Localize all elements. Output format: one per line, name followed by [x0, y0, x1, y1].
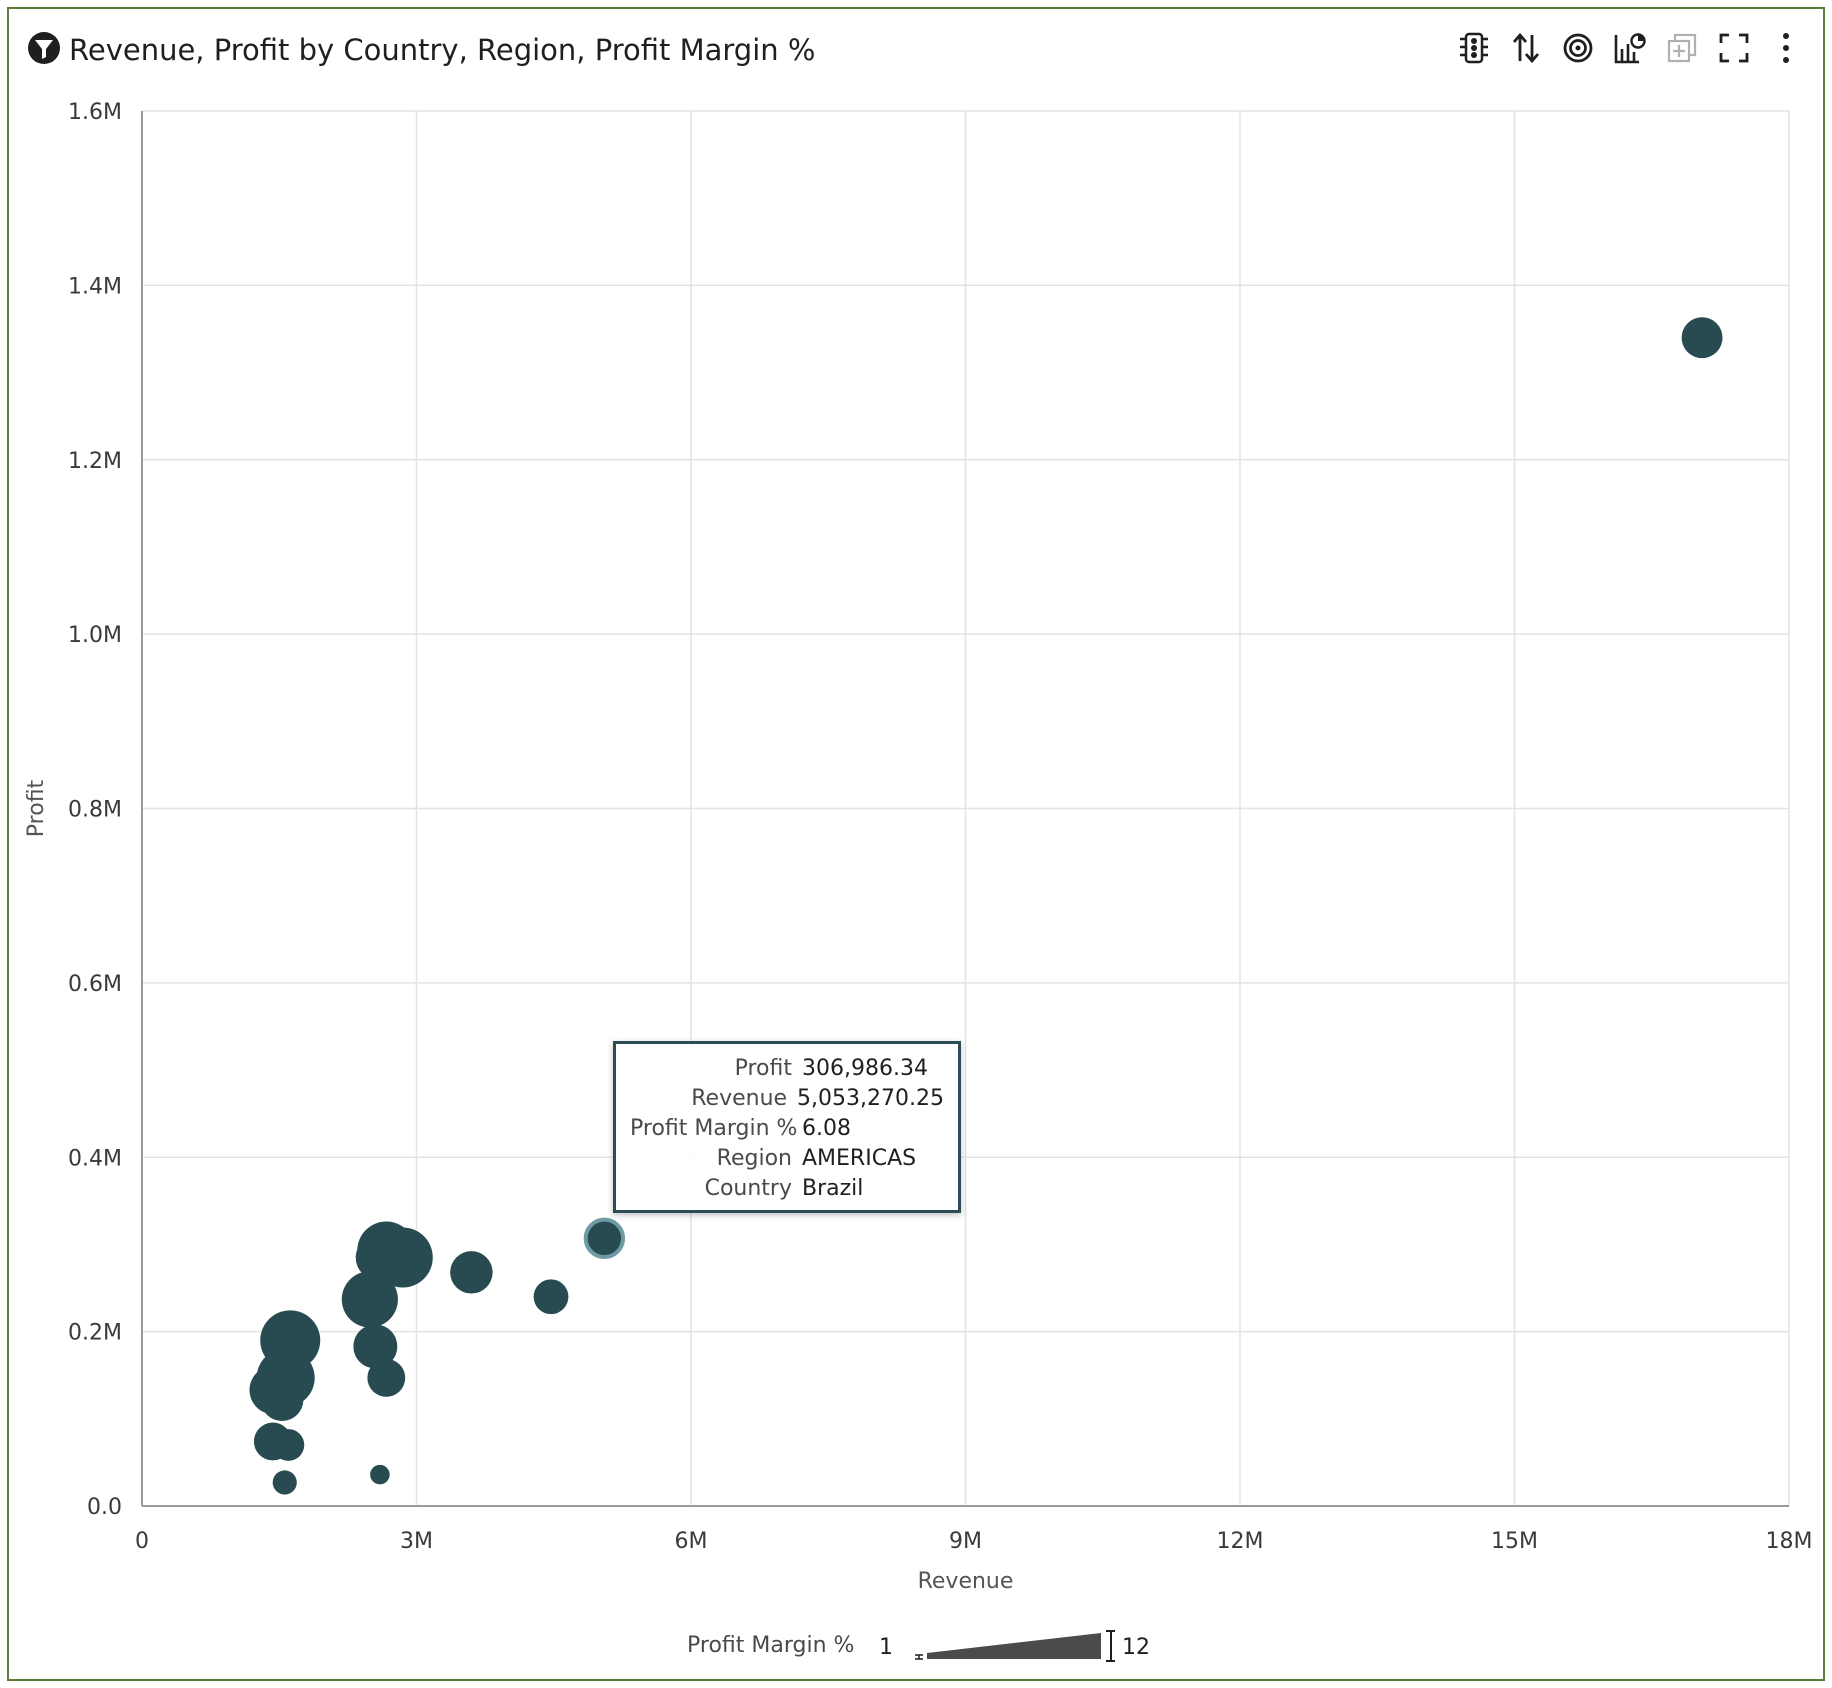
x-tick-label: 18M [1766, 1529, 1813, 1554]
chart-type-icon[interactable] [1613, 31, 1647, 65]
fullscreen-icon[interactable] [1717, 31, 1751, 65]
tooltip-label: Region [716, 1146, 792, 1171]
tooltip-row: Profit 306,986.34 [630, 1054, 944, 1084]
panel-header: Revenue, Profit by Country, Region, Prof… [9, 9, 1823, 89]
chart-title: Revenue, Profit by Country, Region, Prof… [69, 33, 816, 67]
data-point-highlighted [583, 1217, 626, 1260]
tooltip-value: AMERICAS [802, 1146, 917, 1171]
legend-size-wedge [915, 1630, 1115, 1662]
legend-title: Profit Margin % [687, 1633, 855, 1658]
y-tick-label: 0.6M [68, 972, 122, 997]
y-tick-label: 1.6M [68, 100, 122, 125]
tooltip-row: Profit Margin % 6.08 [630, 1114, 944, 1144]
chart-panel: 0 3M 6M 9M 12M 15M 18M 0.0 0.2M 0.4M 0.6M 0.8M 1.0M 1… [7, 7, 1825, 1681]
size-legend: Profit Margin % 1 12 [9, 1619, 1827, 1669]
data-point [353, 1324, 398, 1369]
data-point [260, 1378, 304, 1422]
more-options-icon[interactable] [1769, 31, 1803, 65]
data-point [367, 1358, 406, 1397]
x-tick-label: 15M [1491, 1529, 1538, 1554]
x-tick-label: 6M [675, 1529, 708, 1554]
data-point [1681, 317, 1723, 359]
traffic-light-icon[interactable] [1457, 31, 1491, 65]
data-point [450, 1251, 493, 1294]
y-tick-label: 0.8M [68, 798, 122, 823]
y-tick-label: 0.0 [87, 1495, 122, 1520]
tooltip-value: 6.08 [802, 1116, 851, 1141]
y-tick-label: 1.4M [68, 274, 122, 299]
chart-toolbar [1457, 31, 1803, 65]
data-point [341, 1271, 398, 1328]
y-tick-label: 0.2M [68, 1321, 122, 1346]
tooltip-label: Profit [734, 1056, 792, 1081]
data-point [370, 1464, 390, 1485]
legend-min-label: 1 [879, 1635, 893, 1660]
tooltip-row: Country Brazil [630, 1174, 944, 1204]
x-tick-label: 9M [949, 1529, 982, 1554]
tooltip-label: Country [704, 1176, 792, 1201]
tooltip-row: Revenue 5,053,270.25 [630, 1084, 944, 1114]
legend-max-label: 12 [1122, 1635, 1150, 1660]
data-point [272, 1429, 305, 1461]
add-icon[interactable] [1665, 31, 1699, 65]
tooltip-value: Brazil [802, 1176, 864, 1201]
y-tick-label: 0.4M [68, 1146, 122, 1171]
y-tick-label: 1.0M [68, 623, 122, 648]
y-axis-title: Profit [24, 779, 49, 837]
tooltip-label: Revenue [691, 1086, 788, 1111]
filter-icon[interactable] [27, 31, 61, 65]
data-point [272, 1470, 297, 1495]
data-point [533, 1279, 569, 1315]
x-axis-title: Revenue [918, 1569, 1014, 1594]
tooltip-row: Region AMERICAS [630, 1144, 944, 1174]
tooltip-value: 5,053,270.25 [797, 1086, 944, 1111]
target-icon[interactable] [1561, 31, 1595, 65]
y-tick-label: 1.2M [68, 449, 122, 474]
x-tick-label: 3M [400, 1529, 433, 1554]
tooltip-value: 306,986.34 [802, 1056, 928, 1081]
x-tick-label: 0 [135, 1529, 149, 1554]
x-tick-label: 12M [1217, 1529, 1264, 1554]
scatter-chart: 0 3M 6M 9M 12M 15M 18M 0.0 0.2M 0.4M 0.6M 0.8M 1.0M 1… [24, 100, 1813, 1594]
data-tooltip: Profit 306,986.34 Revenue 5,053,270.25 Pro… [613, 1041, 961, 1213]
sort-icon[interactable] [1509, 31, 1543, 65]
tooltip-label: Profit Margin % [630, 1116, 798, 1141]
data-point [355, 1235, 401, 1280]
